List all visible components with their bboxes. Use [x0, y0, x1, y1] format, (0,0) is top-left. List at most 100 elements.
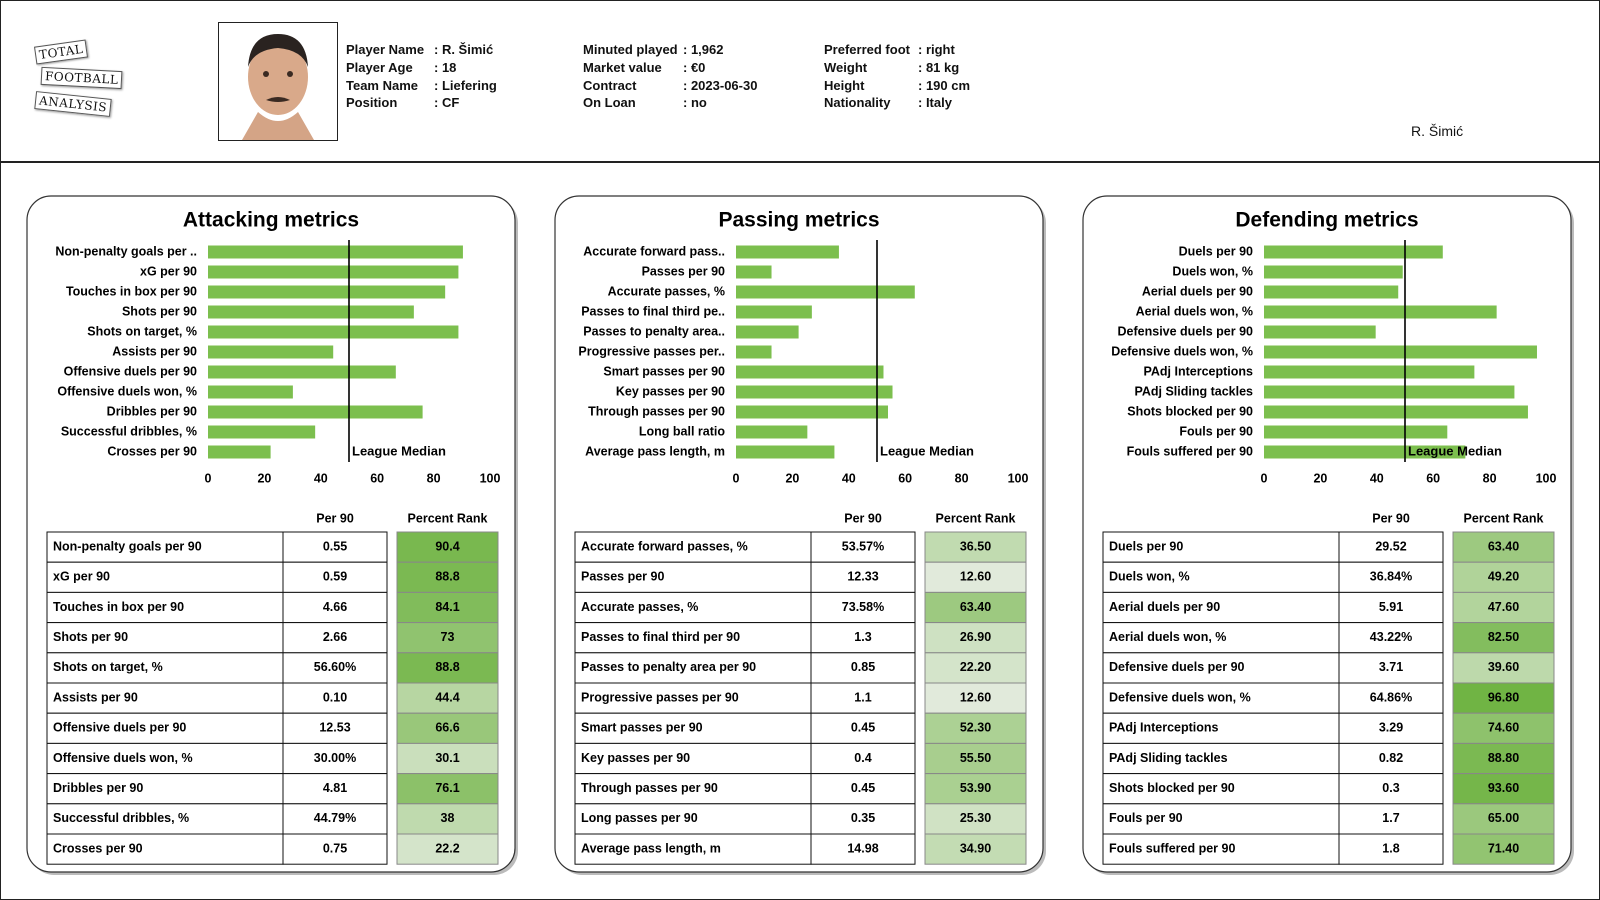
table-text: 73: [441, 630, 455, 644]
table-cell: [924, 591, 1027, 624]
table-text: 65.00: [1488, 811, 1519, 825]
table-text: 12.33: [847, 570, 878, 584]
table-text: Offensive duels won, %: [53, 751, 193, 765]
bar: [1264, 245, 1443, 259]
table-text: Shots on target, %: [53, 660, 163, 674]
logo-text: Football: [40, 66, 123, 90]
table-text: 0.45: [851, 781, 875, 795]
table-cell: [574, 652, 812, 684]
table-text: 0.10: [323, 690, 347, 704]
bar: [736, 425, 808, 439]
bar: [208, 405, 423, 419]
table-header: Percent Rank: [1464, 511, 1544, 525]
player-photo: [218, 22, 338, 141]
info-value: : 81 kg: [918, 60, 960, 75]
table-text: 0.4: [854, 751, 871, 765]
table-text: 4.66: [323, 600, 347, 614]
table-header: Per 90: [1372, 511, 1410, 525]
info-label: Contract: [583, 78, 637, 93]
table-cell: [396, 591, 499, 624]
table-cell: [924, 561, 1027, 593]
category-label: Offensive duels won, %: [57, 384, 197, 398]
category-label: Passes per 90: [642, 264, 725, 278]
table-cell: [46, 712, 284, 744]
table-text: 30.1: [435, 751, 459, 765]
info-label: Nationality: [824, 95, 891, 110]
table-text: 63.40: [1488, 539, 1519, 553]
x-tick-label: 80: [1483, 471, 1497, 485]
table-cell: [46, 652, 284, 684]
table-text: 74.60: [1488, 721, 1519, 735]
table-cell: [46, 682, 284, 714]
table-text: 53.90: [960, 781, 991, 795]
table-cell: [924, 833, 1027, 865]
category-label: Aerial duels won, %: [1136, 304, 1253, 318]
table-text: 14.98: [847, 841, 878, 855]
table-text: Smart passes per 90: [581, 721, 703, 735]
info-value: : no: [683, 95, 707, 110]
bar: [208, 325, 459, 339]
x-tick-label: 40: [1370, 471, 1384, 485]
bar: [208, 305, 414, 319]
table-text: 3.29: [1379, 721, 1403, 735]
table-cell: [1452, 712, 1555, 744]
info-label: Minuted played: [583, 42, 678, 57]
table-text: xG per 90: [53, 570, 110, 584]
category-label: Shots on target, %: [87, 324, 197, 338]
table-text: Key passes per 90: [581, 751, 690, 765]
table-cell: [574, 531, 812, 563]
table-text: 1.3: [854, 630, 871, 644]
table-cell: [46, 591, 284, 624]
table-cell: [1338, 833, 1444, 865]
table-text: Progressive passes per 90: [581, 690, 739, 704]
table-text: 55.50: [960, 751, 991, 765]
table-cell: [574, 712, 812, 744]
x-tick-label: 100: [1008, 471, 1029, 485]
table-text: 84.1: [435, 600, 459, 614]
bar: [1264, 445, 1466, 459]
table-text: 0.59: [323, 570, 347, 584]
bar: [736, 285, 915, 299]
x-tick-label: 0: [205, 471, 212, 485]
table-text: 29.52: [1375, 539, 1406, 553]
table-cell: [396, 682, 499, 714]
category-label: Successful dribbles, %: [61, 424, 197, 438]
table-text: 25.30: [960, 811, 991, 825]
table-text: 49.20: [1488, 570, 1519, 584]
metric-panel: Attacking metrics Non-penalty goals per .…: [26, 195, 518, 875]
x-tick-label: 100: [1536, 471, 1557, 485]
table-cell: [574, 561, 812, 593]
table-text: 93.60: [1488, 781, 1519, 795]
table-text: 64.86%: [1370, 690, 1412, 704]
table-text: 0.35: [851, 811, 875, 825]
bar: [736, 325, 799, 339]
table-cell: [810, 803, 916, 835]
table-text: PAdj Interceptions: [1109, 721, 1219, 735]
metric-panel: Passing metrics Accurate forward pass.. Pa…: [554, 195, 1046, 875]
table-text: Aerial duels won, %: [1109, 630, 1226, 644]
table-text: 12.53: [319, 721, 350, 735]
table-text: 4.81: [323, 781, 347, 795]
bar: [736, 365, 884, 379]
bar: [1264, 365, 1475, 379]
table-text: Dribbles per 90: [53, 781, 143, 795]
table-text: 38: [441, 811, 455, 825]
category-label: Assists per 90: [112, 344, 197, 358]
x-tick-label: 60: [370, 471, 384, 485]
table-text: 12.60: [960, 570, 991, 584]
category-label: Non-penalty goals per ..: [55, 244, 197, 258]
category-label: Accurate forward pass..: [583, 244, 725, 258]
x-tick-label: 60: [898, 471, 912, 485]
table-cell: [810, 622, 916, 654]
table-cell: [282, 622, 388, 654]
table-cell: [1102, 803, 1340, 835]
category-label: Smart passes per 90: [603, 364, 725, 378]
table-text: Successful dribbles, %: [53, 811, 189, 825]
table-cell: [810, 561, 916, 593]
category-label: PAdj Interceptions: [1143, 364, 1253, 378]
table-text: 5.91: [1379, 600, 1403, 614]
table-text: 47.60: [1488, 600, 1519, 614]
bar: [736, 345, 772, 359]
bar: [736, 445, 835, 459]
